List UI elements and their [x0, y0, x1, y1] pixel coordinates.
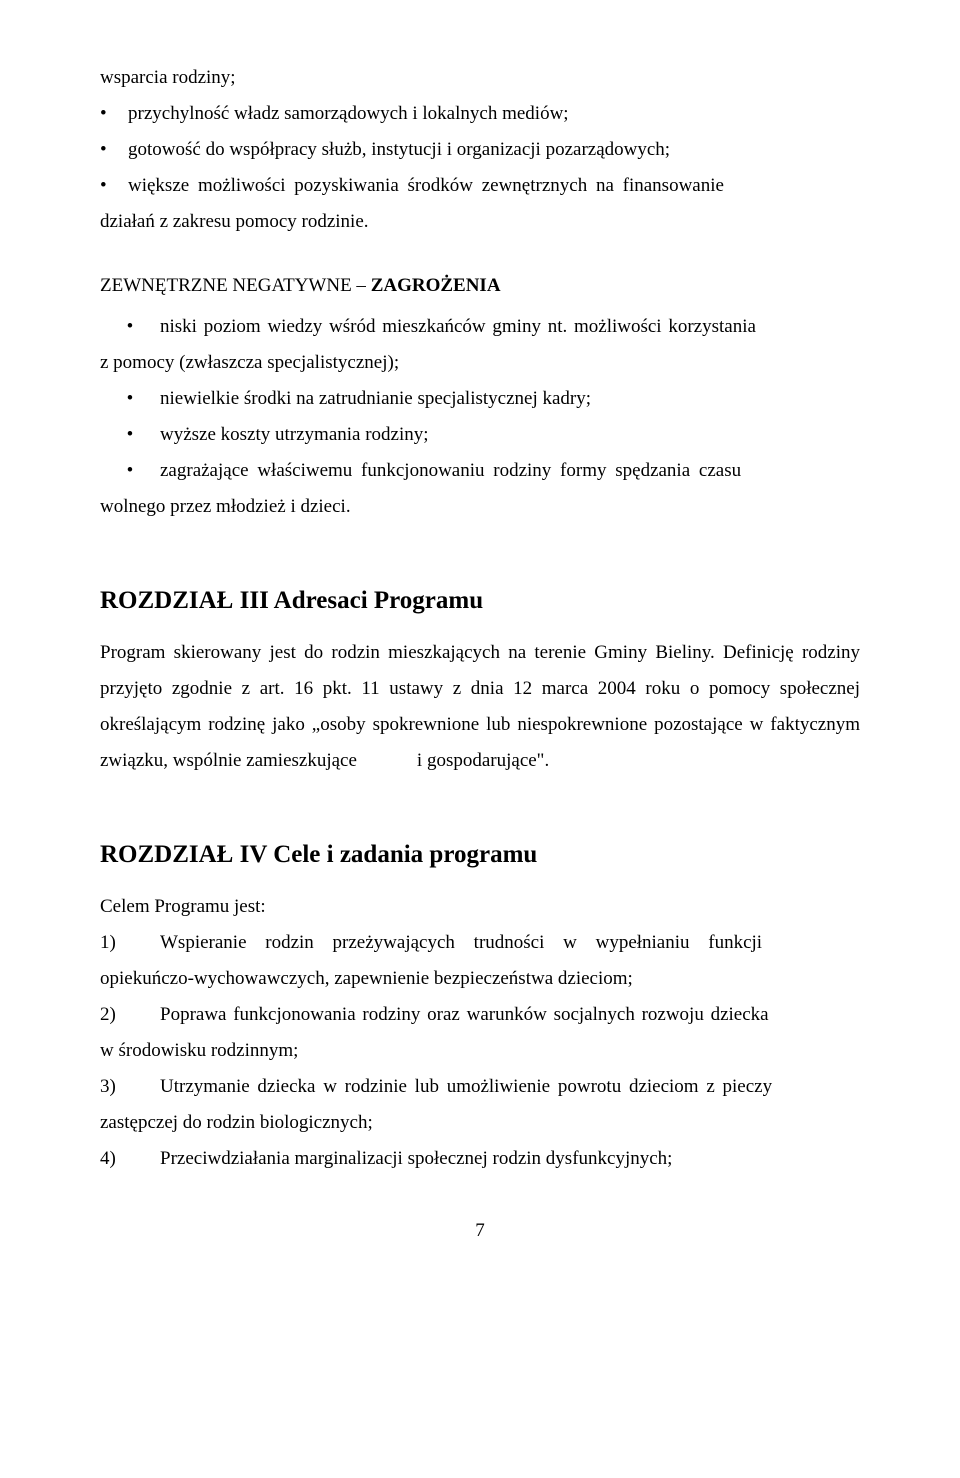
bullet-text: zagrażające właściwemu funkcjonowaniu ro…: [160, 453, 860, 489]
list-item: • zagrażające właściwemu funkcjonowaniu …: [100, 453, 860, 489]
page-number: 7: [100, 1213, 860, 1249]
list-item: • przychylność władz samorządowych i lok…: [100, 96, 860, 132]
chapter-heading-3: ROZDZIAŁ III Adresaci Programu: [100, 577, 860, 625]
bullet-text: większe możliwości pozyskiwania środków …: [128, 168, 860, 204]
bullet-icon: •: [100, 309, 160, 345]
bullet-icon: •: [100, 168, 128, 204]
numbered-item: 2) Poprawa funkcjonowania rodziny oraz w…: [100, 997, 860, 1033]
list-item: • gotowość do współpracy służb, instytuc…: [100, 132, 860, 168]
list-item: • niewielkie środki na zatrudnianie spec…: [100, 381, 860, 417]
continuation-text: wolnego przez młodzież i dzieci.: [100, 489, 860, 525]
bullet-icon: •: [100, 453, 160, 489]
bullet-icon: •: [100, 381, 160, 417]
intro-text: Celem Programu jest:: [100, 889, 860, 925]
item-number: 2): [100, 997, 160, 1033]
continuation-text: działań z zakresu pomocy rodzinie.: [100, 204, 860, 240]
bullet-icon: •: [100, 96, 128, 132]
paragraph: Program skierowany jest do rodzin mieszk…: [100, 635, 860, 779]
item-number: 4): [100, 1141, 160, 1177]
continuation-text: w środowisku rodzinnym;: [100, 1033, 860, 1069]
bullet-text: wyższe koszty utrzymania rodziny;: [160, 417, 860, 453]
continuation-text: z pomocy (zwłaszcza specjalistycznej);: [100, 345, 860, 381]
bullet-icon: •: [100, 417, 160, 453]
continuation-text: opiekuńczo-wychowawczych, zapewnienie be…: [100, 961, 860, 997]
list-item: wsparcia rodziny;: [100, 60, 860, 96]
bullet-text: gotowość do współpracy służb, instytucji…: [128, 132, 860, 168]
item-text: Przeciwdziałania marginalizacji społeczn…: [160, 1141, 860, 1177]
item-text: Poprawa funkcjonowania rodziny oraz waru…: [160, 997, 860, 1033]
list-item: • wyższe koszty utrzymania rodziny;: [100, 417, 860, 453]
section-heading: ZEWNĘTRZNE NEGATYWNE – ZAGROŻENIA: [100, 268, 860, 304]
item-number: 1): [100, 925, 160, 961]
bullet-icon: •: [100, 132, 128, 168]
paragraph-tail: i gospodarujące".: [417, 750, 549, 771]
list-item: • niski poziom wiedzy wśród mieszkańców …: [100, 309, 860, 345]
numbered-item: 4) Przeciwdziałania marginalizacji społe…: [100, 1141, 860, 1177]
bullet-text: przychylność władz samorządowych i lokal…: [128, 96, 860, 132]
heading-prefix: ZEWNĘTRZNE NEGATYWNE –: [100, 275, 371, 296]
list-item: • większe możliwości pozyskiwania środkó…: [100, 168, 860, 204]
bullet-text: niewielkie środki na zatrudnianie specja…: [160, 381, 860, 417]
item-text: Wspieranie rodzin przeżywających trudnoś…: [160, 925, 860, 961]
item-text: Utrzymanie dziecka w rodzinie lub umożli…: [160, 1069, 860, 1105]
numbered-item: 3) Utrzymanie dziecka w rodzinie lub umo…: [100, 1069, 860, 1105]
item-number: 3): [100, 1069, 160, 1105]
chapter-heading-4: ROZDZIAŁ IV Cele i zadania programu: [100, 831, 860, 879]
bullet-text: niski poziom wiedzy wśród mieszkańców gm…: [160, 309, 860, 345]
heading-bold: ZAGROŻENIA: [371, 275, 501, 296]
bullet-text: wsparcia rodziny;: [100, 60, 860, 96]
document-page: wsparcia rodziny; • przychylność władz s…: [0, 0, 960, 1289]
numbered-item: 1) Wspieranie rodzin przeżywających trud…: [100, 925, 860, 961]
continuation-text: zastępczej do rodzin biologicznych;: [100, 1105, 860, 1141]
